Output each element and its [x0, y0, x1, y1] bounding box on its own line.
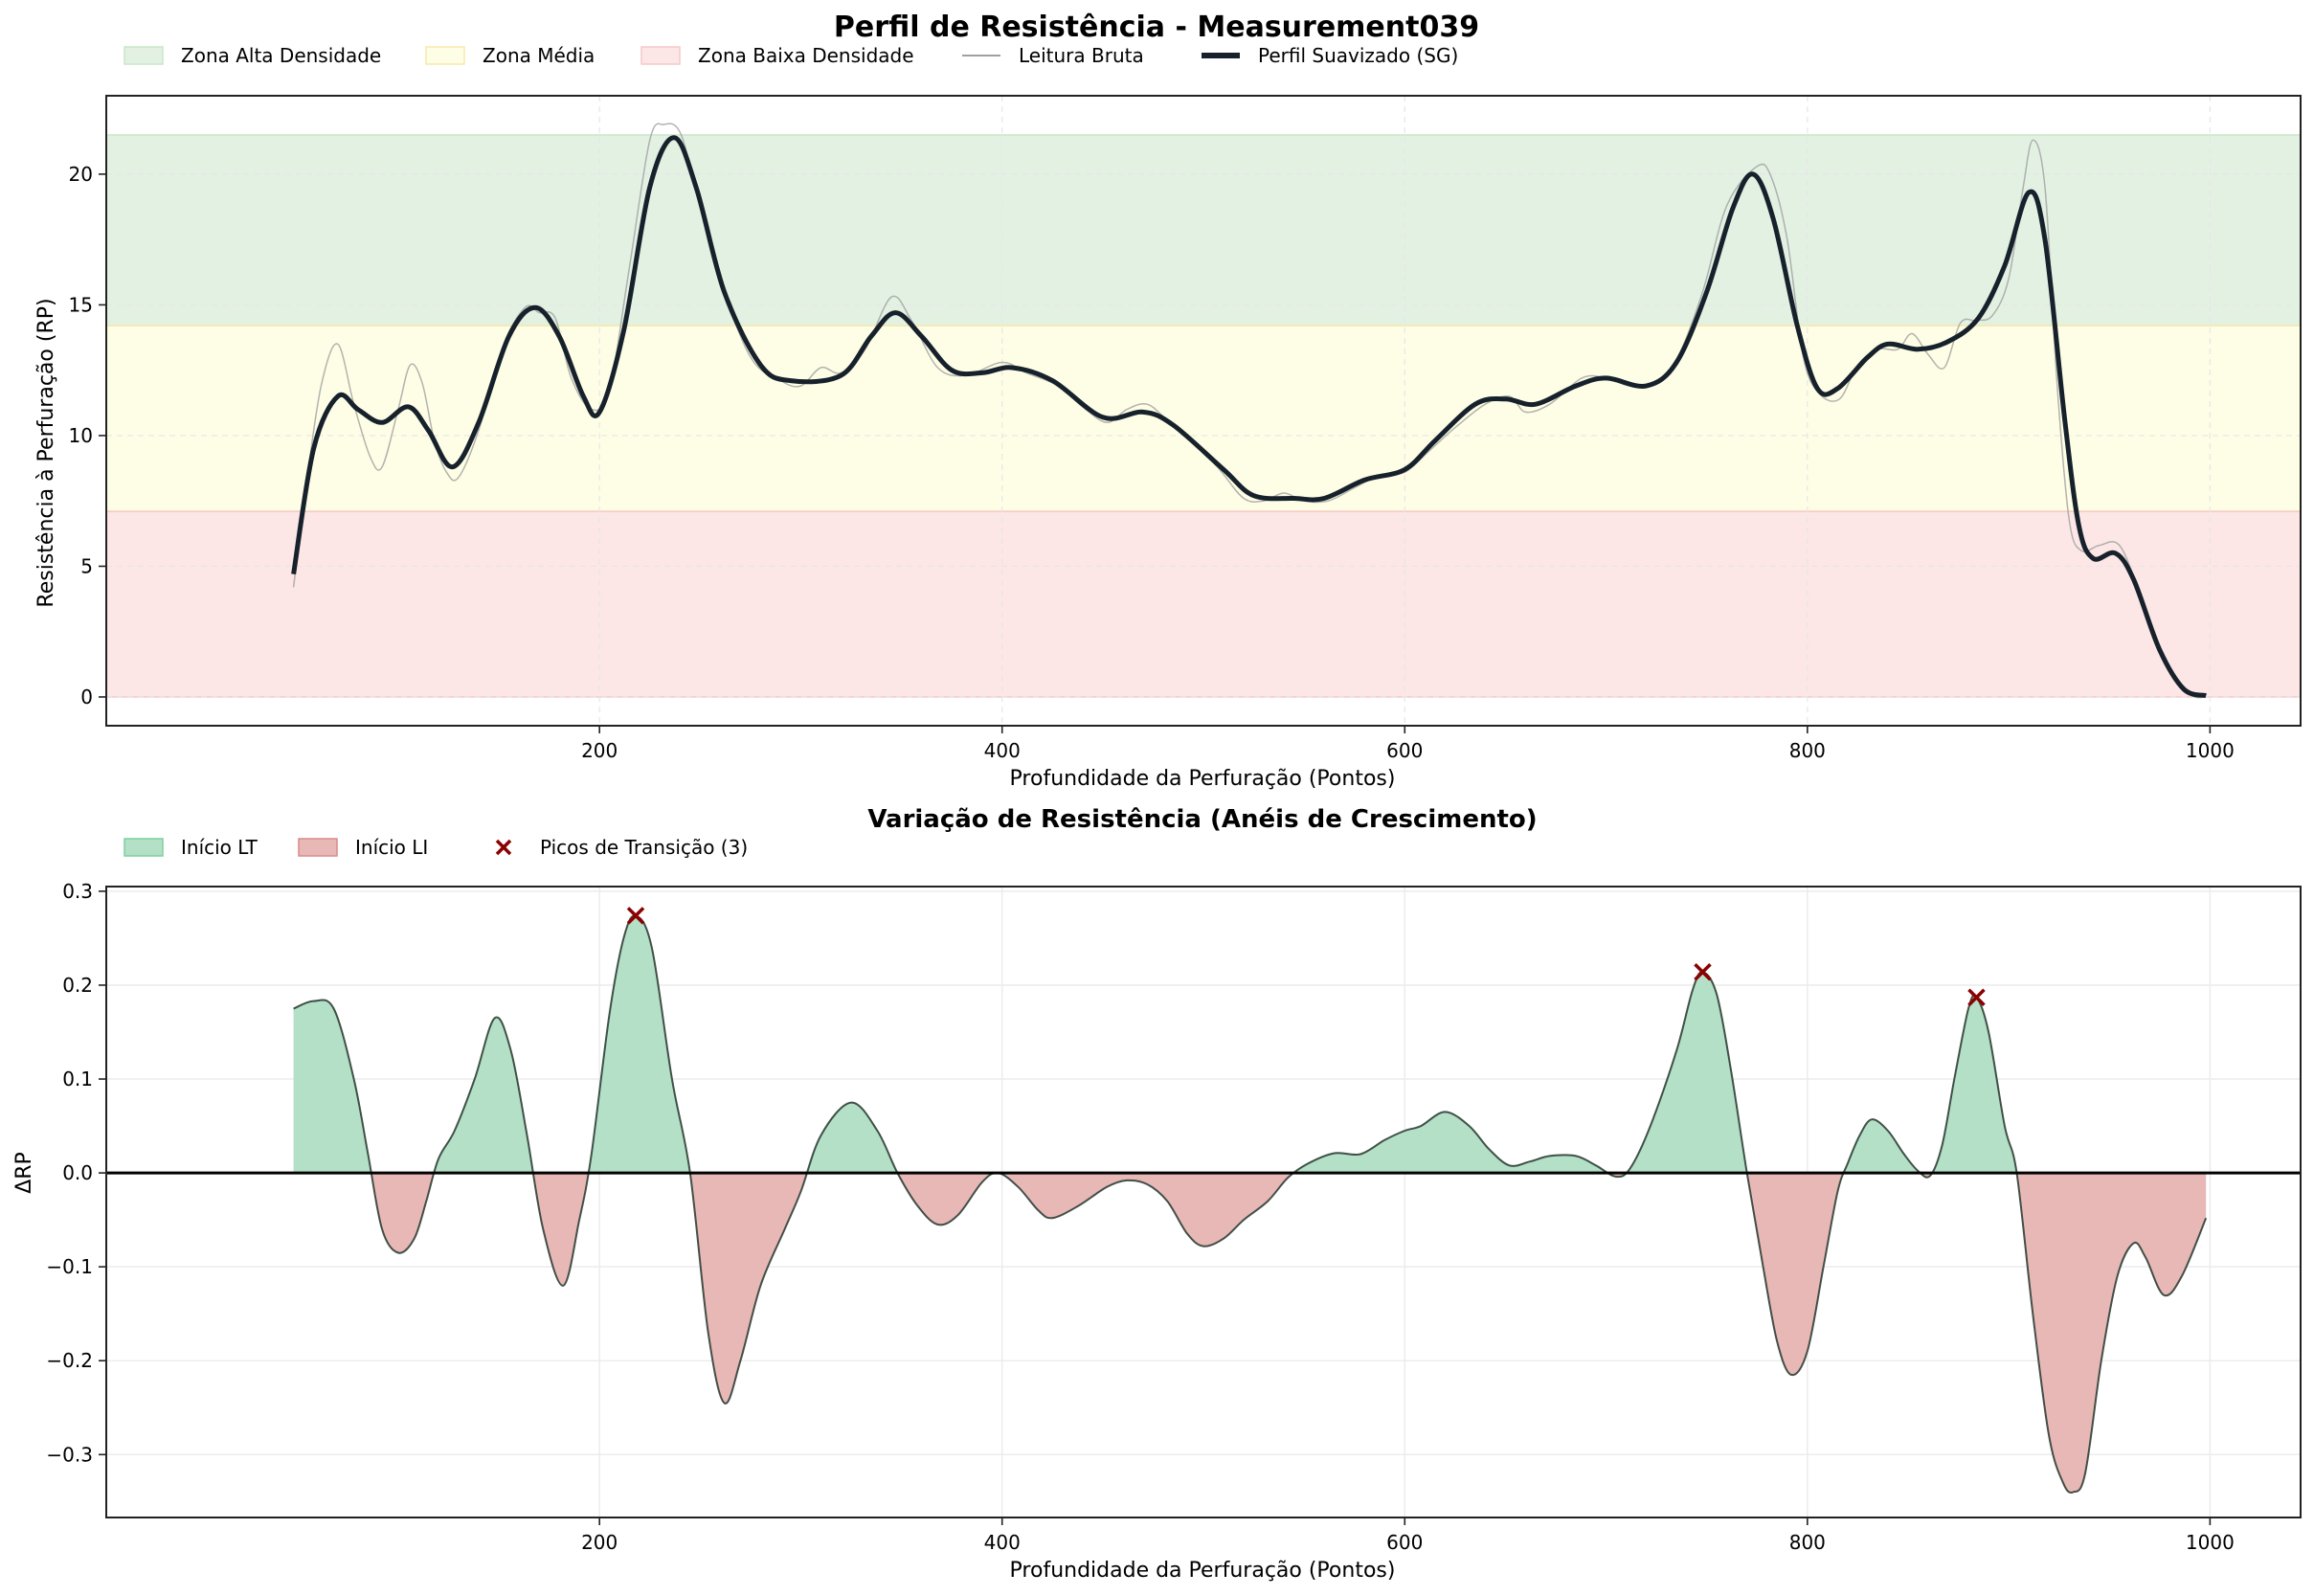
series-perfil-suavizado: [291, 135, 2207, 699]
chart1-title: Perfil de Resistência - Measurement039: [834, 11, 1479, 44]
y-tick-label: 0: [80, 686, 93, 708]
chart2-xlabel: Profundidade da Perfuração (Pontos): [1010, 1559, 1396, 1583]
x-tick-label: 200: [581, 1531, 618, 1554]
fill-inicio-lt: [434, 1017, 533, 1174]
x-tick-label: 600: [1386, 1531, 1423, 1554]
x-tick-label: 1000: [2186, 1531, 2235, 1554]
x-tick-label: 1000: [2186, 739, 2235, 762]
legend-label: Início LI: [355, 836, 428, 859]
fill-inicio-li: [689, 1173, 807, 1404]
y-tick-label: −0.2: [46, 1349, 93, 1372]
legend-label: Zona Média: [483, 44, 595, 67]
fill-inicio-li: [897, 1173, 996, 1225]
y-tick-label: 5: [80, 554, 93, 577]
series-leitura-bruta: [292, 123, 2207, 699]
x-tick-label: 800: [1789, 1531, 1826, 1554]
chart1-frame: [105, 95, 2302, 727]
legend-label: Início LT: [181, 836, 258, 859]
fill-inicio-lt: [1843, 1119, 1921, 1174]
y-tick-label: 0.2: [62, 974, 93, 997]
y-tick-label: −0.3: [46, 1443, 93, 1466]
band-1: [105, 134, 2302, 327]
y-tick-label: 10: [69, 424, 93, 447]
x-tick-label: 800: [1789, 739, 1826, 762]
series-delta-rp: [293, 914, 2208, 1495]
fill-inicio-li: [2016, 1173, 2207, 1494]
legend-label: Perfil Suavizado (SG): [1258, 44, 1458, 67]
fill-inicio-lt: [1627, 972, 1747, 1174]
legend-swatch: [640, 46, 681, 65]
chart2-ylabel: ΔRP: [12, 1152, 36, 1194]
transition-peak-marker: [1967, 988, 1986, 1006]
transition-peak-marker: [626, 907, 645, 925]
legend-label: Picos de Transição (3): [540, 836, 748, 859]
fill-inicio-lt: [293, 1000, 371, 1174]
chart2-title: Variação de Resistência (Anéis de Cresci…: [867, 805, 1537, 834]
fill-inicio-lt: [1293, 1112, 1608, 1174]
chart2-legend: Início LT Início LI Picos de Transição (3): [124, 836, 748, 859]
y-tick-label: 0.1: [62, 1068, 93, 1090]
fill-inicio-li: [532, 1173, 589, 1286]
legend-label: Zona Alta Densidade: [181, 44, 381, 67]
fill-inicio-li: [998, 1173, 1293, 1247]
legend-swatch: [124, 46, 164, 65]
x-tick-label: 200: [581, 739, 618, 762]
legend-swatch: [425, 46, 465, 65]
chart1-legend: Zona Alta Densidade Zona Média Zona Baixa …: [124, 44, 1458, 67]
legend-label: Zona Baixa Densidade: [698, 44, 914, 67]
y-tick-label: 0.0: [62, 1161, 93, 1184]
chart1-ylabel: Resistência à Perfuração (RP): [34, 298, 58, 607]
transition-peak-marker: [1694, 963, 1712, 981]
y-tick-label: −0.1: [46, 1255, 93, 1278]
chart2-frame: [105, 886, 2302, 1518]
legend-marker: [495, 839, 512, 856]
x-tick-label: 400: [984, 739, 1021, 762]
y-tick-label: 20: [69, 163, 93, 186]
chart1-plot-area: 200 400 600 800 1000 0 5 10 15 20: [69, 95, 2302, 762]
fill-inicio-lt: [588, 915, 690, 1174]
band-3: [105, 510, 2302, 698]
chart2-plot-area: 200 400 600 800 1000 −0.3 −0.2 −0.1 0.0 0.1 0.2 0.3: [46, 880, 2302, 1554]
fill-inicio-lt: [1932, 995, 2017, 1174]
x-tick-label: 600: [1386, 739, 1423, 762]
y-tick-label: 15: [69, 293, 93, 316]
legend-swatch: [124, 838, 164, 857]
chart1-xlabel: Profundidade da Perfuração (Pontos): [1010, 767, 1396, 791]
fill-inicio-li: [1746, 1173, 1844, 1376]
fill-inicio-li: [371, 1173, 435, 1253]
legend-label: Leitura Bruta: [1019, 44, 1144, 67]
legend-swatch: [298, 838, 338, 857]
fill-inicio-lt: [806, 1102, 898, 1174]
band-2: [105, 325, 2302, 512]
x-tick-label: 400: [984, 1531, 1021, 1554]
y-tick-label: 0.3: [62, 880, 93, 903]
